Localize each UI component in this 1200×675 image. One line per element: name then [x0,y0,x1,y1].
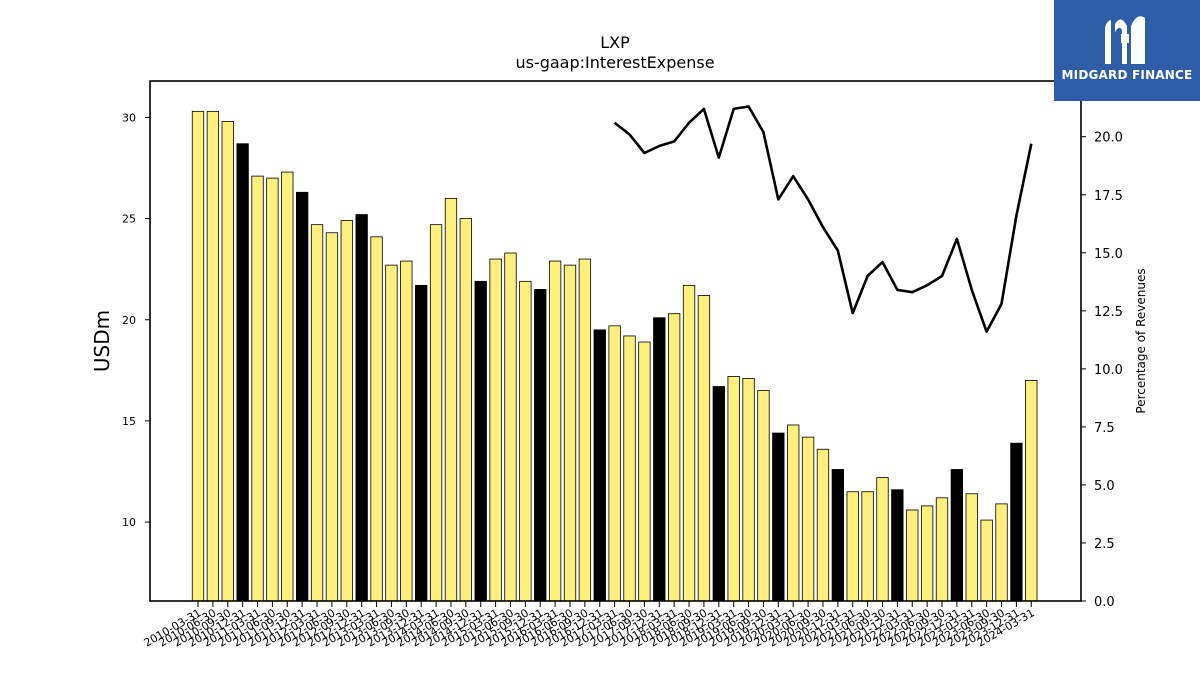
bar [772,432,785,602]
bar [325,232,339,602]
bar [400,260,413,602]
bar [906,509,919,602]
bar [310,224,324,602]
bar [415,284,428,602]
y2-tick-label: 15.0 [1094,247,1123,262]
y2-tick-label: 2.5 [1094,537,1115,552]
y2-tick-label: 10.0 [1094,363,1123,378]
bar [950,469,964,602]
bar [266,177,279,602]
y-axis-label: USDm [90,310,114,372]
bar [608,325,621,602]
bar [474,280,487,602]
plot-frame [149,80,1082,602]
bar [1010,442,1023,602]
line-series [613,105,1033,333]
y-tick-label: 15 [122,415,136,428]
y2-tick-label: 5.0 [1094,479,1115,494]
bar [370,236,383,602]
y2-axis-label: Percentage of Revenues [1134,268,1148,413]
bar [578,258,592,602]
bar [355,214,368,602]
chart-title: LXP [600,33,630,52]
bar [459,218,472,602]
bar [965,493,978,602]
bar [191,110,205,602]
y2-tick-label: 12.5 [1094,305,1123,320]
bar [340,220,353,602]
bar [742,378,755,602]
bar [296,191,309,602]
bar [727,376,740,602]
bar [385,264,398,602]
bar [519,280,532,602]
bar [623,335,636,602]
chart-subtitle: us-gaap:InterestExpense [515,53,714,72]
bar [489,258,502,602]
bar [1025,380,1038,602]
bar [668,313,681,602]
y2-tick-label: 0.0 [1094,595,1115,610]
y-tick-label: 25 [122,213,136,226]
bar [534,289,547,602]
bar [682,284,696,602]
y2-tick-label: 7.5 [1094,421,1115,436]
bar [787,424,800,602]
bar [504,252,517,602]
bar [697,295,711,602]
bar [757,390,770,602]
line-path [613,105,1033,333]
brand-name: MIDGARD FINANCE [1061,68,1193,82]
bar [653,317,666,602]
bar [980,519,993,602]
bar [891,489,904,602]
bar [861,491,874,602]
bar [281,171,294,602]
bar [816,448,830,602]
bar [563,264,577,602]
axes: 10 15 20 25 30 0.0 2.5 5.0 7.5 10.0 12.5 15.0 17.5 20… [122,80,1123,650]
bar [429,224,443,602]
bar [920,505,934,602]
bar [831,469,844,602]
y-tick-label: 20 [122,314,136,327]
bar [712,386,725,602]
bar [638,341,651,602]
bar [236,143,249,602]
bar-series [191,110,1038,602]
midgard-m-logo-icon [1105,16,1145,65]
bar [221,121,234,602]
bar [995,503,1008,602]
brand-logo: MIDGARD FINANCE [1054,0,1200,101]
bar [846,491,859,602]
y-tick-label: 30 [122,111,136,124]
bar [593,329,606,602]
y-tick-label: 10 [122,516,136,529]
bar [876,477,889,602]
y2-tick-label: 17.5 [1094,189,1123,204]
bar [206,110,220,602]
bar [251,175,264,602]
y2-tick-label: 20.0 [1094,131,1123,146]
bar [935,497,949,602]
bar [548,260,562,602]
bar [444,197,458,602]
bar [801,436,815,602]
